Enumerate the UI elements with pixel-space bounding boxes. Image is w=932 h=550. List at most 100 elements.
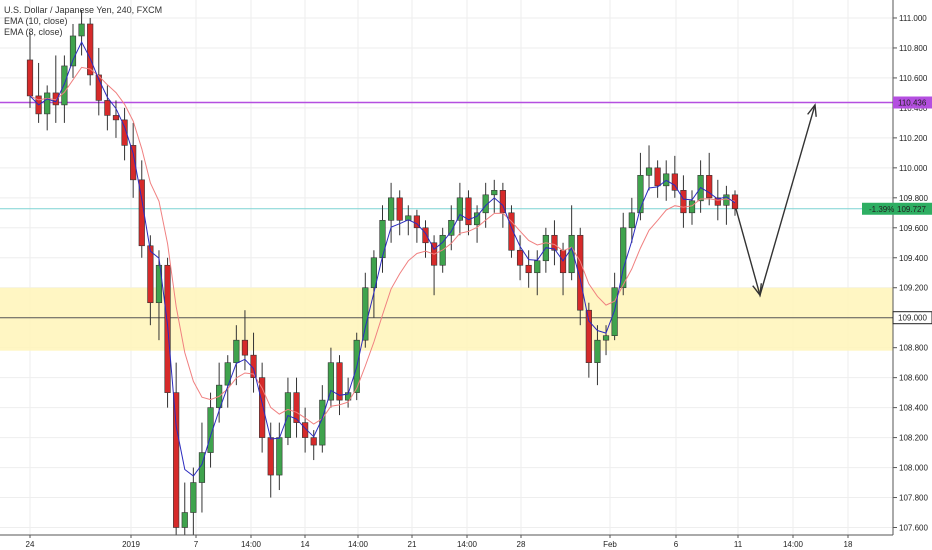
candle-body [508,212,515,251]
support-price-tag [892,311,932,325]
candle-body [620,227,627,289]
price-tick-label: 108.800 [899,344,928,353]
candle-body [336,362,343,401]
candle-body [388,197,395,221]
price-tick-label: 109.800 [899,194,928,203]
candle-body [327,362,335,401]
current-price-tag [862,202,932,215]
projection-arrow[interactable] [735,103,817,298]
price-axis-background [893,0,932,550]
candle-body [44,92,51,115]
candlesticks [26,10,739,550]
price-tick-label: 111.000 [899,14,927,23]
candle-body [112,115,120,121]
candle-body [688,200,696,214]
time-tick-label: 14:00 [457,540,478,549]
candle-body [259,377,266,438]
candle-body [645,167,653,176]
time-tick-label: 21 [408,540,417,549]
resistance-price-label: 110.436 [898,99,927,108]
price-tick-label: 110.800 [899,44,928,53]
chart-legend[interactable]: U.S. Dollar / Japanese Yen, 240, FXCM EM… [4,5,162,38]
candle-body [422,227,429,244]
candle-body [233,339,240,363]
price-tags: 110.436 -1.39% 109.727 109.000 [862,96,932,325]
price-tick-label: 109.600 [899,224,928,233]
price-tick-label: 109.200 [899,284,928,293]
candle-body [379,219,386,259]
candle-body [585,309,592,363]
resistance-price-tag [893,96,932,109]
candle-body [370,257,377,289]
candle-body [680,190,687,214]
price-tick-label: 108.400 [899,404,928,413]
time-tick-label: 2019 [122,540,140,549]
candle-body [147,245,154,304]
candle-body [26,59,34,97]
candle-body [448,219,455,236]
candle-body [130,145,137,181]
price-tick-label: 108.200 [899,434,928,443]
support-price-label: 109.000 [898,314,927,323]
candle-body [138,179,145,247]
price-tick-label: 110.200 [899,134,928,143]
time-tick-label: 14:00 [783,540,804,549]
time-tick-label: 6 [674,540,679,549]
price-tick-label: 107.800 [899,494,928,503]
candle-body [69,35,77,67]
time-tick-label: 14 [301,540,310,549]
candle-body [602,335,610,341]
candle-body [731,194,739,210]
candle-body [190,482,197,513]
ema-slow-legend[interactable]: EMA (8, close) [4,27,63,37]
current-change-label: -1.39% [869,205,894,214]
price-tick-label: 108.600 [899,374,928,383]
candle-body [61,65,68,106]
candle-body [413,215,420,229]
candle-body [577,234,584,311]
candle-body [714,197,721,206]
candle-body [250,354,257,378]
candle-body [594,339,601,363]
candle-body [276,437,283,476]
candle-body [310,437,317,446]
time-tick-label: 24 [26,540,35,549]
time-tick-label: 14:00 [241,540,262,549]
candle-body [362,287,369,341]
candle-body [663,173,670,187]
time-tick-label: 11 [734,540,743,549]
candle-body [534,260,541,274]
symbol-title[interactable]: U.S. Dollar / Japanese Yen, 240, FXCM [4,5,163,15]
candle-body [267,437,274,476]
ema-fast-legend[interactable]: EMA (10, close) [4,16,68,26]
candle-body [87,23,94,76]
projection-down-arrowhead [752,283,763,298]
price-axis[interactable]: 111.000110.800110.600110.400110.200110.0… [892,0,932,550]
candle-body [482,194,489,214]
candle-body [628,212,635,229]
candle-body [706,175,713,199]
price-tick-label: 108.000 [899,464,928,473]
candle-body [302,422,309,438]
candle-body [155,264,163,304]
candle-body [241,339,249,356]
candle-body [319,399,326,446]
current-price-label: 109.727 [897,205,926,214]
candle-body [207,407,214,453]
candle-body [293,392,300,423]
time-tick-label: 7 [194,540,199,549]
candle-body [396,197,403,221]
time-axis-background [0,535,932,550]
price-tick-label: 110.000 [899,164,928,173]
candle-body [568,234,575,274]
price-tick-label: 109.400 [899,254,928,263]
price-tick-label: 107.600 [899,524,928,533]
candle-body [551,234,558,251]
time-tick-label: 18 [844,540,853,549]
time-axis[interactable]: 24 2019 7 14:00 14 14:00 21 14:00 28 Feb 6 11 14:00 1… [0,534,932,550]
candle-body [173,392,180,528]
candle-body [465,197,472,226]
